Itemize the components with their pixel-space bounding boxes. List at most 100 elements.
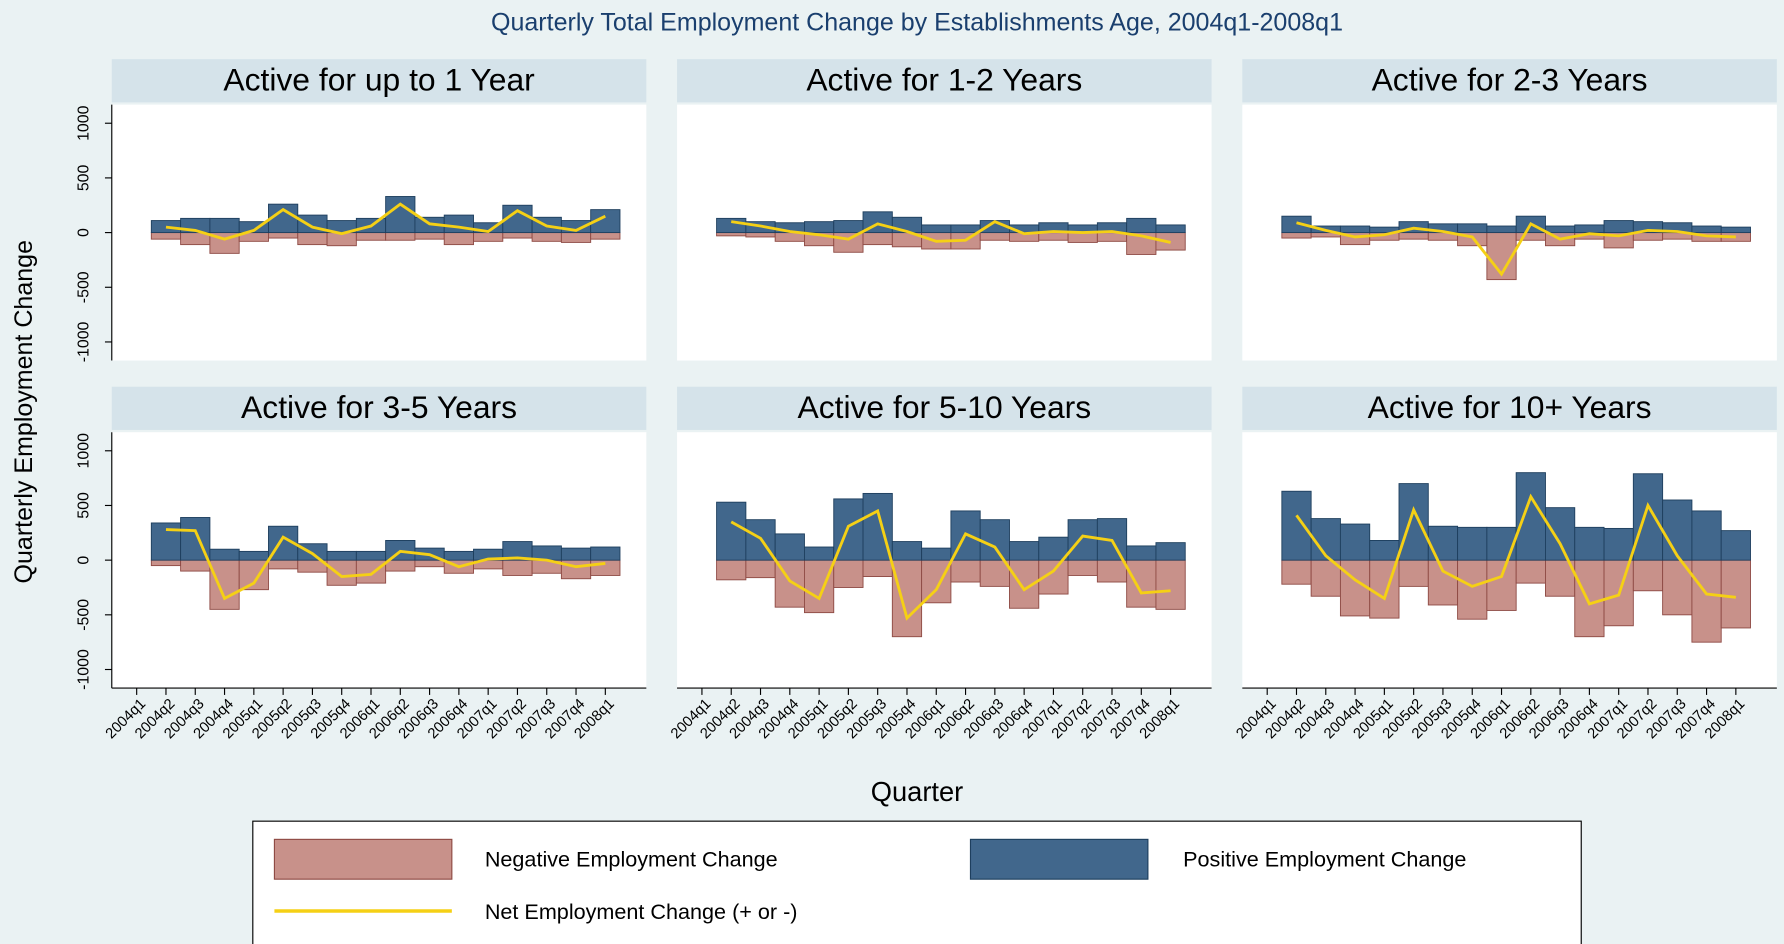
bar <box>414 232 445 240</box>
bar <box>209 559 240 610</box>
net-line <box>165 202 606 241</box>
bar <box>150 232 182 240</box>
bar <box>745 232 776 238</box>
bar <box>209 217 240 234</box>
y-tick-label: 500 <box>76 164 93 191</box>
bar <box>1038 232 1069 241</box>
y-tick-label: -500 <box>76 599 93 631</box>
x-axis-title: Quarter <box>871 776 964 807</box>
bar <box>560 559 592 580</box>
panel-header <box>1242 386 1777 430</box>
bar <box>1574 559 1605 638</box>
bar <box>414 559 445 568</box>
bar <box>1720 530 1751 561</box>
bar <box>1720 226 1751 234</box>
bar <box>979 232 1010 241</box>
bar <box>1603 220 1634 234</box>
panel-title: Active for 2-3 Years <box>1372 61 1648 97</box>
bar <box>716 501 747 561</box>
y-tick-label: -500 <box>76 271 93 303</box>
bar <box>326 550 357 561</box>
net-line <box>1295 493 1737 606</box>
y-tick-label: 0 <box>76 228 93 237</box>
panel-title: Active for 5-10 Years <box>797 389 1091 425</box>
bar <box>804 221 835 234</box>
bar <box>326 559 357 586</box>
bar <box>804 559 835 614</box>
net-line <box>731 220 1171 244</box>
bar <box>1486 526 1517 561</box>
legend-box <box>252 820 1582 944</box>
bar <box>1662 499 1693 561</box>
bar <box>804 546 835 561</box>
y-axis-title: Quarterly Employment Change <box>10 240 38 583</box>
bar <box>1281 490 1312 561</box>
bar <box>1603 527 1634 561</box>
y-tick-label: 500 <box>76 492 93 519</box>
chart-title: Quarterly Total Employment Change by Est… <box>491 8 1343 36</box>
bar <box>833 220 864 234</box>
bar <box>590 209 621 234</box>
panel-header <box>1242 59 1777 103</box>
bar <box>921 224 952 234</box>
bar <box>1126 559 1157 608</box>
net-line <box>165 528 606 601</box>
bar <box>1067 519 1098 561</box>
bar <box>950 559 981 583</box>
bar <box>1515 559 1546 584</box>
bar <box>1369 540 1400 561</box>
bar <box>1632 473 1664 561</box>
bar <box>1339 559 1371 617</box>
bar <box>268 232 299 239</box>
legend-swatch <box>273 838 453 880</box>
bar <box>355 559 387 584</box>
bar <box>716 232 747 237</box>
net-line <box>1296 221 1736 277</box>
y-tick-label: -1000 <box>76 321 93 362</box>
panel-title: Active for 10+ Years <box>1368 389 1652 425</box>
y-tick-label: -1000 <box>76 649 93 690</box>
bar <box>1155 224 1186 234</box>
bar <box>1155 559 1186 610</box>
legend-label: Positive Employment Change <box>1183 847 1466 872</box>
bar <box>1310 518 1341 561</box>
bar <box>1720 559 1751 629</box>
bar <box>1339 523 1371 561</box>
bar <box>1281 232 1312 239</box>
bar <box>921 547 952 561</box>
bar <box>1457 526 1488 561</box>
legend-label: Net Employment Change (+ or -) <box>485 899 798 924</box>
bar <box>297 232 328 246</box>
bar <box>1574 224 1605 234</box>
bar <box>385 232 416 241</box>
bar <box>385 559 416 572</box>
bar <box>1574 526 1605 561</box>
bar <box>473 232 504 242</box>
bar <box>238 559 269 591</box>
panel-header <box>677 386 1212 430</box>
bar <box>385 196 416 234</box>
bar <box>180 559 211 572</box>
bar <box>891 541 923 561</box>
bar <box>745 559 776 579</box>
bar <box>209 548 240 561</box>
panel-title: Active for up to 1 Year <box>223 61 535 97</box>
bar <box>1457 223 1488 234</box>
bar <box>1281 215 1312 234</box>
bar <box>560 547 592 561</box>
bar <box>1691 225 1722 234</box>
bar <box>1339 225 1371 234</box>
bar <box>238 550 269 561</box>
bar <box>833 559 864 588</box>
bar <box>150 559 182 567</box>
bar <box>774 533 805 561</box>
bar <box>716 559 747 581</box>
bar <box>921 559 952 604</box>
y-tick-label: 1000 <box>76 105 93 141</box>
bar <box>590 559 621 576</box>
bar <box>1486 225 1517 234</box>
panel-header <box>677 59 1212 103</box>
bar <box>950 224 981 234</box>
